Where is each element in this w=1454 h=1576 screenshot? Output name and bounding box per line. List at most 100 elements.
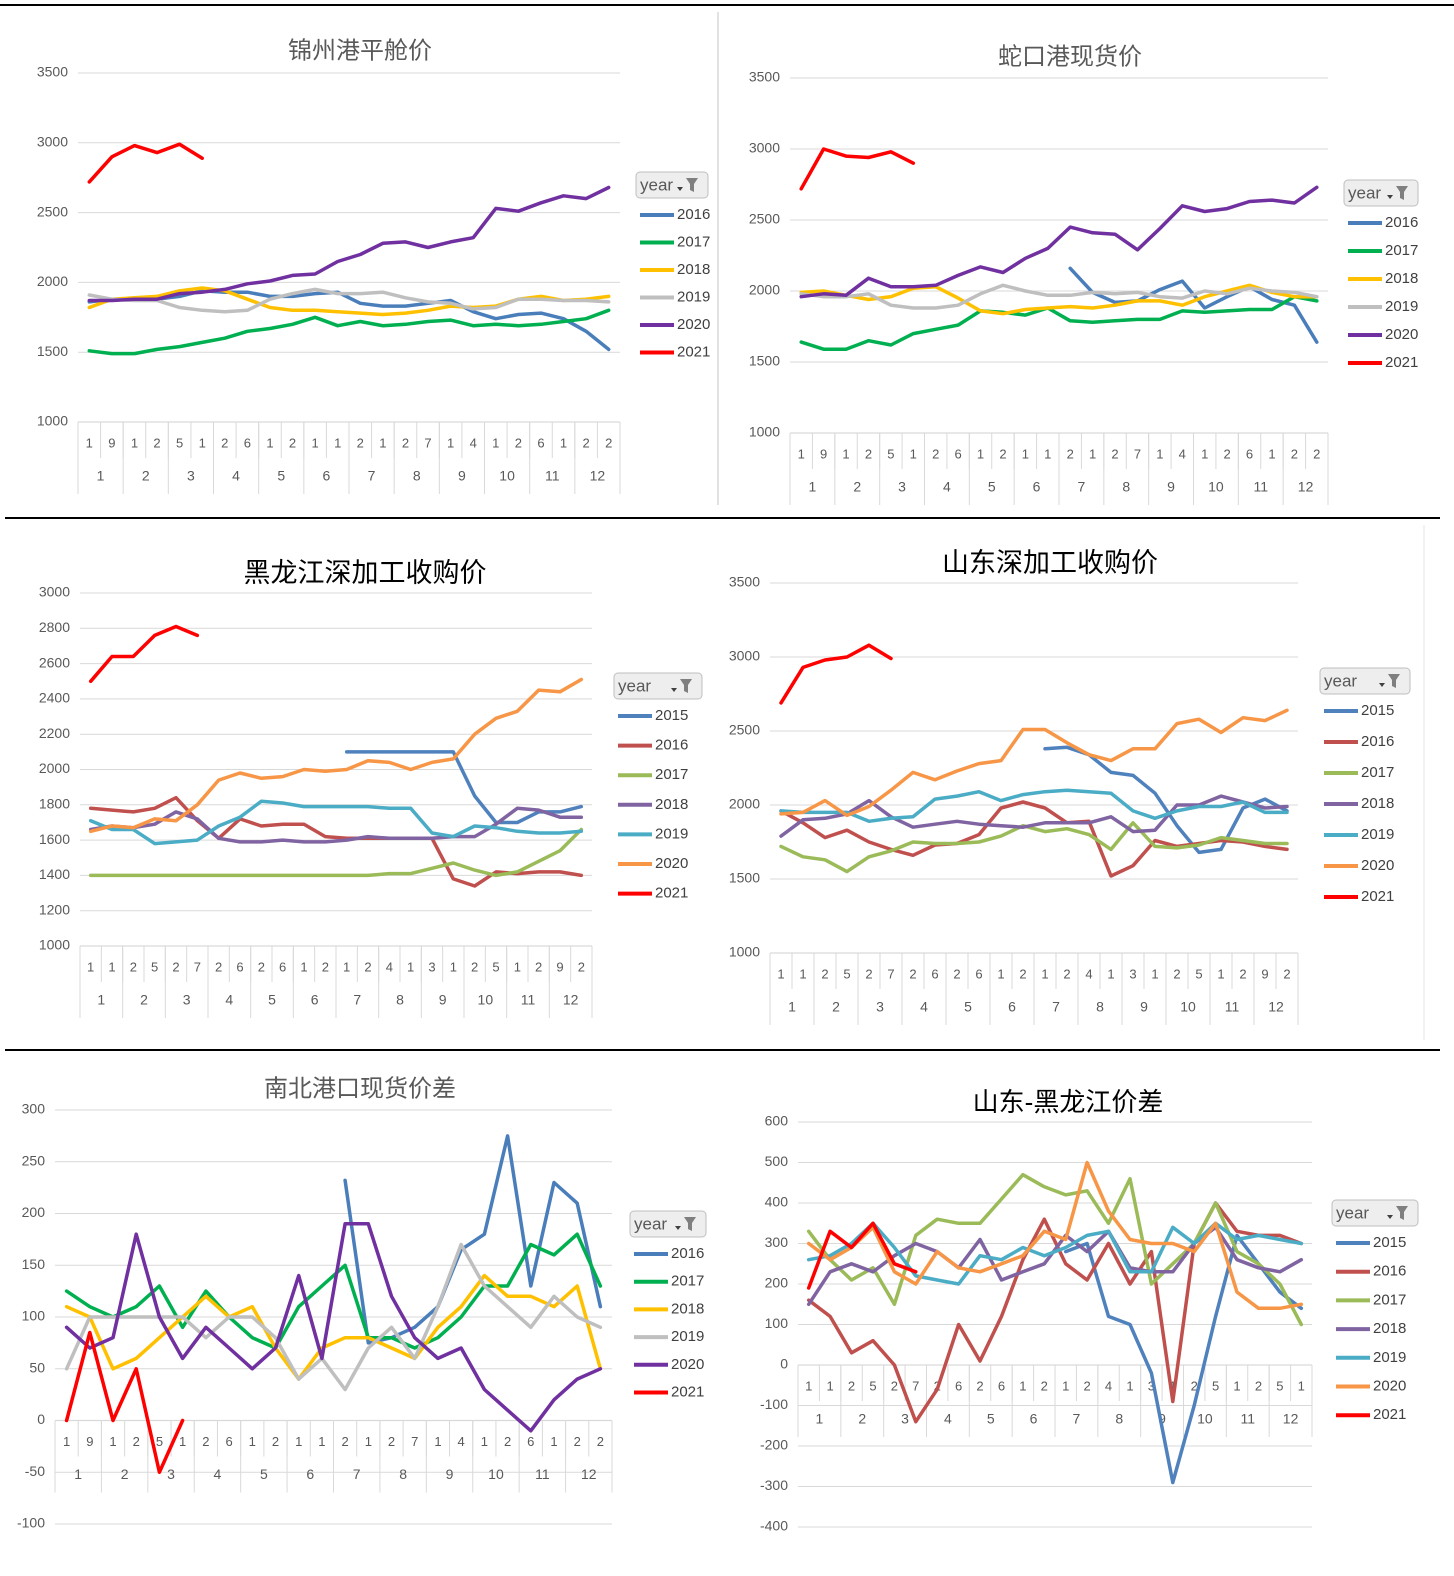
month-label: 3 <box>901 1411 909 1427</box>
x-tick-label: 7 <box>912 1378 919 1393</box>
dropdown-arrow <box>671 688 677 692</box>
y-tick-label: 1600 <box>39 831 70 847</box>
x-tick-label: 9 <box>108 435 115 450</box>
legend-label: 2019 <box>1385 298 1418 315</box>
legend-label: 2018 <box>1373 1320 1406 1337</box>
y-tick-label: 1500 <box>749 353 780 369</box>
x-tick-label: 7 <box>194 959 201 974</box>
chart-title: 南北港口现货价差 <box>264 1075 456 1102</box>
x-tick-label: 3 <box>428 959 435 974</box>
y-tick-label: 3000 <box>729 648 760 664</box>
x-tick-label: 2 <box>388 1434 395 1449</box>
legend-title: year <box>1324 671 1357 690</box>
month-label: 1 <box>809 479 817 495</box>
y-tick-label: 3000 <box>749 140 780 156</box>
month-label: 10 <box>1208 479 1224 495</box>
x-tick-label: 1 <box>1156 446 1163 461</box>
x-tick-label: 2 <box>1041 1378 1048 1393</box>
y-tick-label: -300 <box>760 1477 788 1493</box>
x-tick-label: 1 <box>910 446 917 461</box>
x-tick-label: 2 <box>1191 1378 1198 1393</box>
y-tick-label: 1500 <box>37 343 68 359</box>
series-line <box>779 821 1289 874</box>
y-tick-label: -100 <box>760 1396 788 1412</box>
series-line <box>779 794 1289 838</box>
month-label: 4 <box>225 992 233 1008</box>
y-tick-label: 2400 <box>39 690 70 706</box>
month-label: 7 <box>1052 999 1060 1015</box>
x-tick-label: 2 <box>1255 1378 1262 1393</box>
series-line <box>88 677 584 834</box>
x-tick-label: 1 <box>492 435 499 450</box>
y-tick-label: 100 <box>22 1308 46 1324</box>
legend-label: 2017 <box>655 766 688 783</box>
y-tick-label: 1500 <box>729 870 760 886</box>
legend-filter-button <box>1319 667 1411 695</box>
x-tick-label: 1 <box>1217 966 1224 981</box>
legend-label: 2021 <box>677 343 710 360</box>
x-tick-label: 2 <box>865 446 872 461</box>
legend-label: 2016 <box>671 1245 704 1262</box>
month-label: 9 <box>458 468 466 484</box>
series-line <box>799 147 916 191</box>
x-tick-label: 1 <box>997 966 1004 981</box>
x-tick-label: 1 <box>1151 966 1158 981</box>
x-tick-label: 1 <box>334 435 341 450</box>
x-tick-label: 1 <box>249 1434 256 1449</box>
series-line <box>1043 745 1289 855</box>
x-tick-label: 2 <box>341 1434 348 1449</box>
x-tick-label: 1 <box>798 446 805 461</box>
y-tick-label: 50 <box>29 1359 45 1375</box>
y-tick-label: 3000 <box>39 584 70 600</box>
x-tick-label: 1 <box>1169 1378 1176 1393</box>
x-tick-label: 1 <box>266 435 273 450</box>
x-tick-label: 2 <box>272 1434 279 1449</box>
x-tick-label: 2 <box>1291 446 1298 461</box>
x-tick-label: 1 <box>86 435 93 450</box>
month-label: 5 <box>987 1411 995 1427</box>
x-tick-label: 1 <box>1022 446 1029 461</box>
chart: 黑龙江深加工收购价 1000 1200 1400 1600 1800 2000 2200 240… <box>39 558 703 1018</box>
series-line <box>64 1232 603 1350</box>
x-tick-label: 2 <box>221 435 228 450</box>
x-tick-label: 2 <box>574 1434 581 1449</box>
legend-label: 2021 <box>1385 354 1418 371</box>
x-tick-label: 6 <box>225 1434 232 1449</box>
legend-label: 2018 <box>1361 795 1394 812</box>
legend-label: 2020 <box>1385 326 1418 343</box>
series-line <box>88 827 584 878</box>
series-line <box>779 643 893 705</box>
month-label: 8 <box>1122 479 1130 495</box>
month-label: 5 <box>277 468 285 484</box>
series-line <box>87 289 611 352</box>
series-line <box>806 1221 918 1290</box>
x-tick-label: 7 <box>887 966 894 981</box>
month-label: 8 <box>396 992 404 1008</box>
legend-label: 2018 <box>655 796 688 813</box>
chart: 山东-黑龙江价差 -400 -300 -200 -100 0 100 200 300 400 500… <box>760 1087 1419 1534</box>
x-tick-label: 1 <box>805 1378 812 1393</box>
dropdown-arrow <box>677 187 683 191</box>
x-tick-label: 1 <box>109 1434 116 1449</box>
x-tick-label: 1 <box>179 1434 186 1449</box>
x-tick-label: 6 <box>955 446 962 461</box>
x-tick-label: 1 <box>87 959 94 974</box>
legend-label: 2016 <box>677 206 710 223</box>
chart-title: 锦州港平舱价 <box>288 37 432 64</box>
x-tick-label: 6 <box>537 435 544 450</box>
month-label: 4 <box>214 1466 222 1482</box>
month-label: 9 <box>1140 999 1148 1015</box>
x-tick-label: 7 <box>1134 446 1141 461</box>
x-tick-label: 2 <box>515 435 522 450</box>
legend-label: 2016 <box>1361 733 1394 750</box>
series-line <box>64 1273 603 1381</box>
month-label: 11 <box>521 992 536 1008</box>
x-tick-label: 1 <box>1233 1378 1240 1393</box>
legend-title: year <box>618 676 651 695</box>
legend-label: 2020 <box>677 316 710 333</box>
series-line <box>799 185 1319 299</box>
x-tick-label: 2 <box>999 446 1006 461</box>
x-tick-label: 2 <box>1111 446 1118 461</box>
